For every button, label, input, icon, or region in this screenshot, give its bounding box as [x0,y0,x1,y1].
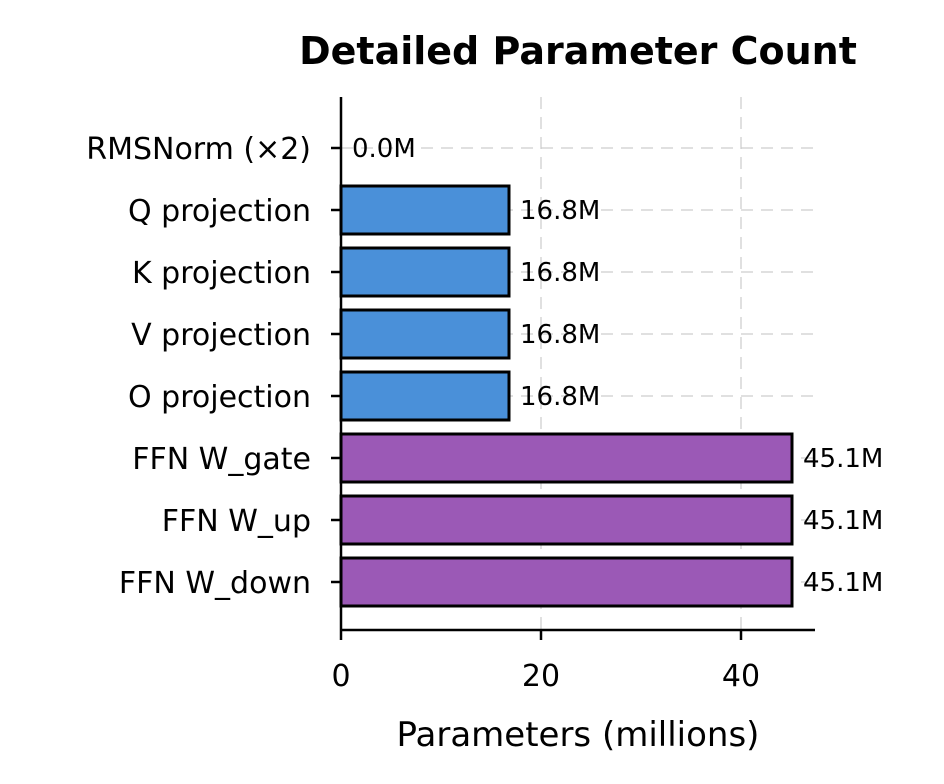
bar-data-label: 16.8M [520,196,600,226]
x-gridlines [540,97,742,630]
category-label: Q projection [128,194,311,229]
x-axis-label: Parameters (millions) [397,715,760,755]
bar-data-label: 45.1M [803,506,883,536]
x-tick-label: 0 [331,659,350,694]
bar-data-label: 16.8M [520,258,600,288]
bar-data-label: 16.8M [520,382,600,412]
category-label: K projection [132,256,311,291]
x-ticks: 0 20 40 [331,630,760,694]
data-labels: 0.0M 16.8M 16.8M 16.8M 16.8M 45.1M 45.1M 45.1M [352,134,883,598]
bars [339,184,794,608]
bar [339,556,794,608]
bar-data-label: 45.1M [803,568,883,598]
category-label: FFN W_gate [132,442,311,477]
bar [339,494,794,546]
bar [339,308,511,360]
bar-data-label: 45.1M [803,444,883,474]
chart-title: Detailed Parameter Count [299,29,857,73]
bar [339,370,511,422]
bar-data-label: 16.8M [520,320,600,350]
x-tick-label: 40 [722,659,760,694]
category-label: FFN W_up [162,504,311,539]
category-labels: RMSNorm (×2) Q projection K projection V pr… [86,132,341,601]
x-tick-label: 20 [522,659,560,694]
bar [339,184,511,236]
category-label: FFN W_down [119,566,311,601]
bar-data-label: 0.0M [352,134,416,164]
category-label: V projection [131,318,311,353]
bar [339,432,794,484]
bar [339,246,511,298]
category-label: O projection [128,380,311,415]
category-label: RMSNorm (×2) [86,132,311,167]
